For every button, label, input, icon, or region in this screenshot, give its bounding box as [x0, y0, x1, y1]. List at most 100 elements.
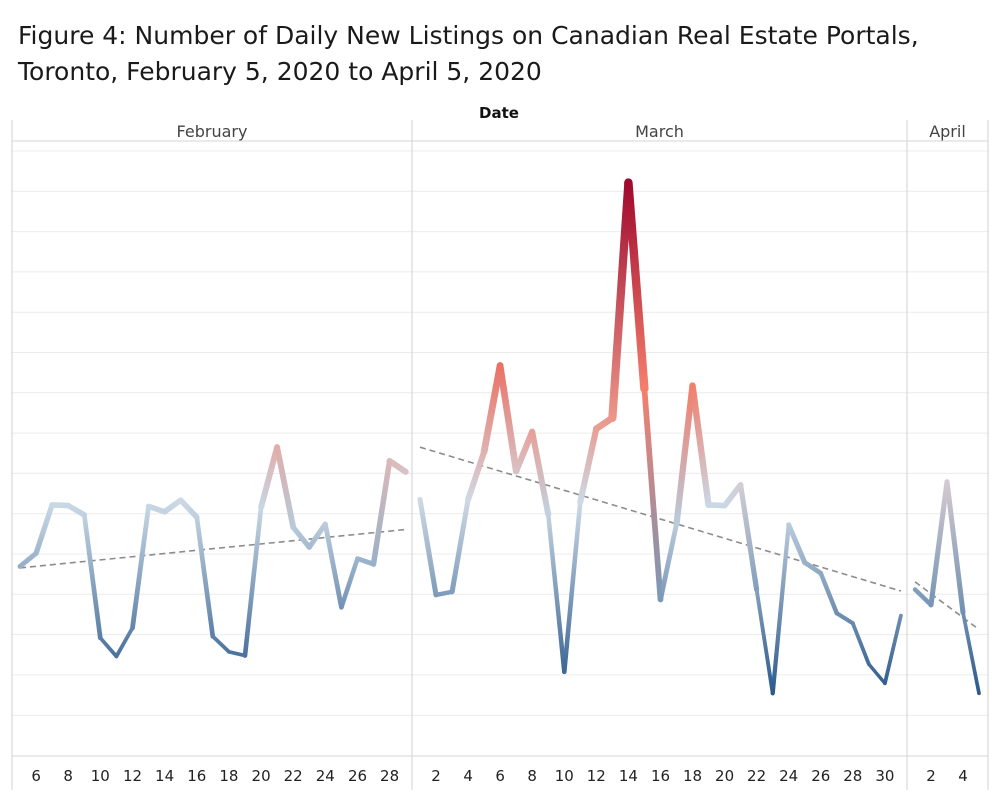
x-tick-label: 16 [187, 767, 206, 785]
series-segment [194, 514, 216, 639]
series-segment [177, 497, 200, 520]
series-segment [480, 362, 504, 456]
series-march [417, 178, 903, 696]
month-label-february: February [177, 122, 248, 141]
x-tick-label: 2 [431, 767, 441, 785]
series-segment [770, 522, 791, 696]
series-segment [577, 425, 600, 505]
series-segment [465, 448, 488, 503]
series-segment [529, 428, 552, 518]
series-segment [306, 521, 328, 550]
x-tick-label: 26 [348, 767, 367, 785]
x-tick-label: 26 [811, 767, 830, 785]
chart-title-line-1: Figure 4: Number of Daily New Listings o… [18, 21, 919, 50]
series-segment [449, 496, 471, 595]
series-segment [274, 444, 297, 531]
series-segment [258, 444, 281, 511]
series-segment [802, 560, 824, 576]
x-tick-label: 18 [219, 767, 238, 785]
series-segment [912, 587, 934, 608]
series-segment [818, 571, 840, 616]
series-segment [673, 382, 696, 528]
series-segment [624, 178, 649, 393]
x-tick-label: 16 [651, 767, 670, 785]
chart-title: Figure 4: Number of Daily New Listings o… [18, 18, 978, 90]
x-tick-label: 10 [555, 767, 574, 785]
series-segment [850, 621, 871, 667]
series-segment [339, 556, 360, 610]
month-label-march: March [635, 122, 684, 141]
x-tick-label: 20 [715, 767, 734, 785]
series-segment [145, 503, 168, 515]
series-segment [65, 502, 88, 518]
series-segment [608, 178, 633, 422]
trend-line-february [19, 528, 406, 569]
trend-layer [19, 446, 980, 631]
series-segment [721, 482, 744, 509]
series-april [912, 479, 981, 696]
x-tick-label: 6 [31, 767, 41, 785]
series-segment [370, 458, 393, 567]
x-tick-label: 6 [495, 767, 505, 785]
series-segment [81, 512, 103, 641]
x-tick-label: 10 [91, 767, 110, 785]
series-segment [17, 550, 39, 569]
series-segment [641, 385, 664, 603]
x-tick-label: 28 [843, 767, 862, 785]
series-segment [513, 428, 536, 475]
series-segment [417, 496, 439, 598]
x-tick-label: 24 [316, 767, 335, 785]
x-tick-label: 28 [380, 767, 399, 785]
x-tick-label: 4 [463, 767, 473, 785]
x-tick-label: 8 [527, 767, 537, 785]
x-tick-label: 8 [63, 767, 73, 785]
x-tick-label: 12 [587, 767, 606, 785]
series-segment [130, 503, 152, 631]
month-label-april: April [929, 122, 966, 141]
series-segment [355, 556, 376, 567]
series-segment [928, 479, 950, 608]
series-segment [496, 362, 520, 475]
series-segment [161, 497, 184, 515]
chart-title-line-2: Toronto, February 5, 2020 to April 5, 20… [18, 57, 542, 86]
series-segment [98, 636, 119, 659]
series-segment [33, 502, 55, 556]
x-tick-label: 14 [619, 767, 638, 785]
column-axis-title: Date [479, 104, 519, 122]
series-layer [17, 178, 981, 696]
series-segment [290, 524, 312, 550]
x-tick-label: 24 [779, 767, 798, 785]
series-segment [961, 610, 981, 696]
x-tick-label: 30 [875, 767, 894, 785]
series-segment [738, 482, 760, 593]
series-segment [689, 382, 712, 509]
series-segment [754, 587, 775, 696]
series-segment [210, 634, 231, 654]
x-tick-label: 20 [252, 767, 271, 785]
series-segment [242, 504, 264, 658]
series-segment [883, 613, 903, 686]
series-segment [562, 499, 583, 675]
grid-layer [12, 150, 988, 716]
trend-line-march [419, 446, 902, 592]
x-tick-label: 4 [958, 767, 968, 785]
x-tick-label: 12 [123, 767, 142, 785]
x-tick-label: 14 [155, 767, 174, 785]
series-february [17, 444, 409, 659]
series-segment [433, 589, 455, 598]
series-segment [867, 662, 887, 686]
series-segment [114, 625, 135, 659]
x-tick-label: 2 [926, 767, 936, 785]
series-segment [322, 521, 344, 610]
x-tick-label: 18 [683, 767, 702, 785]
x-tick-label: 22 [284, 767, 303, 785]
x-tick-label: 22 [747, 767, 766, 785]
series-segment [786, 522, 808, 566]
series-segment [834, 611, 855, 626]
series-segment [545, 511, 567, 675]
series-segment [227, 649, 247, 658]
trend-line-april [914, 581, 980, 631]
series-segment [944, 479, 966, 616]
